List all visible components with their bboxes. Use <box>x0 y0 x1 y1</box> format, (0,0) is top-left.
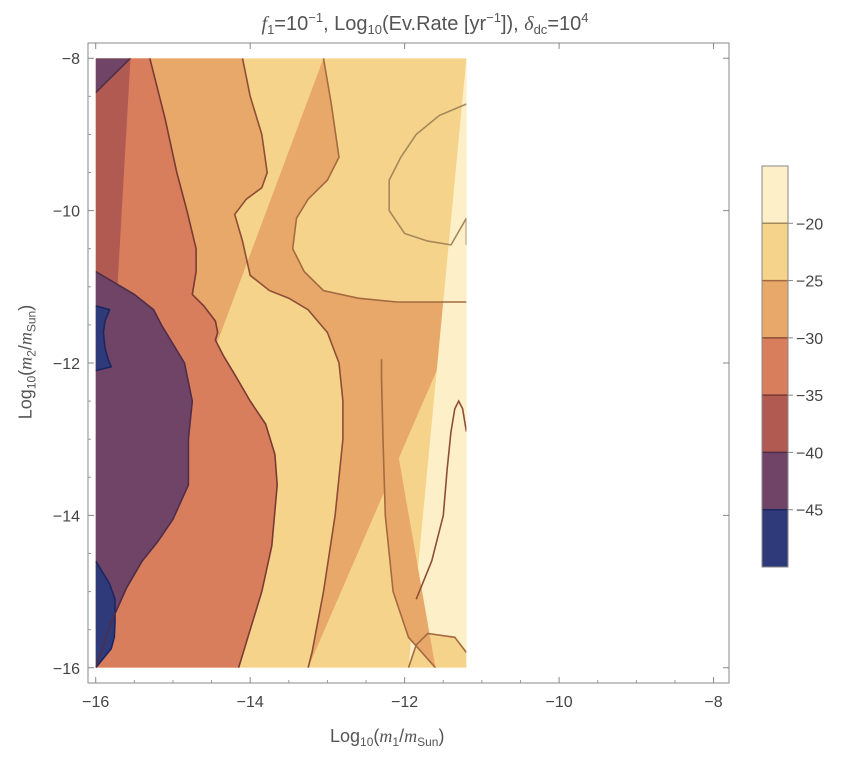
contour-line-5 <box>233 58 344 668</box>
y-tick-label: −14 <box>53 508 80 525</box>
x-tick-label: −16 <box>82 694 109 711</box>
legend-band <box>762 223 788 281</box>
region-25-bump <box>381 359 436 668</box>
chart-title: f1=10−1, Log10(Ev.Rate [yr−1]), δdc=104 <box>261 10 589 37</box>
contour-line-2 <box>95 270 194 668</box>
y-axis: −8 −10 −12 −14 −16 <box>53 51 729 678</box>
contour-line-3 <box>95 58 132 94</box>
contour-line-6 <box>291 58 467 303</box>
legend-band <box>762 395 788 453</box>
contour-line-4 <box>149 58 279 668</box>
x-tick-label: −12 <box>391 694 418 711</box>
x-axis: −16 −14 −12 −10 −8 <box>82 43 723 711</box>
contour-fill-layer <box>95 58 467 668</box>
legend-band <box>762 280 788 338</box>
contour-line-7 <box>380 359 437 668</box>
legend-tick-label: −40 <box>796 445 823 462</box>
legend-tick-label: −30 <box>796 331 823 348</box>
contour-line-1 <box>95 560 116 668</box>
y-tick-label: −10 <box>53 204 80 221</box>
legend-band <box>762 452 788 510</box>
region-35-to-30 <box>95 58 131 668</box>
contour-line-0 <box>95 305 113 372</box>
x-tick-label: −8 <box>704 694 722 711</box>
legend-tick-label: −20 <box>796 216 823 233</box>
legend-tick-label: −45 <box>796 503 823 520</box>
legend-frame <box>761 165 789 568</box>
region-25-to-20 <box>95 58 467 668</box>
contour-line-layer <box>95 58 467 668</box>
legend-band <box>762 166 788 224</box>
legend-tick-label: −25 <box>796 274 823 291</box>
region-40-to-35 <box>95 271 193 668</box>
contour-line-8 <box>407 632 467 668</box>
contour-line-10 <box>415 399 467 600</box>
color-legend: −45 −40 −35 −30 −25 −20 <box>761 165 823 568</box>
legend-band <box>762 509 788 567</box>
region-20-bump <box>408 58 467 668</box>
x-axis-label: Log10(m1/mSun) <box>330 726 445 749</box>
legend-band <box>762 337 788 396</box>
x-tick-label: −14 <box>237 694 264 711</box>
x-tick-label: −10 <box>546 694 573 711</box>
contour-line-9 <box>388 103 467 246</box>
legend-tick-label: −35 <box>796 388 823 405</box>
y-tick-label: −12 <box>53 356 80 373</box>
y-tick-label: −8 <box>62 51 80 68</box>
y-axis-label: Log10(m2/mSun) <box>15 304 39 420</box>
y-tick-label: −16 <box>53 661 80 678</box>
